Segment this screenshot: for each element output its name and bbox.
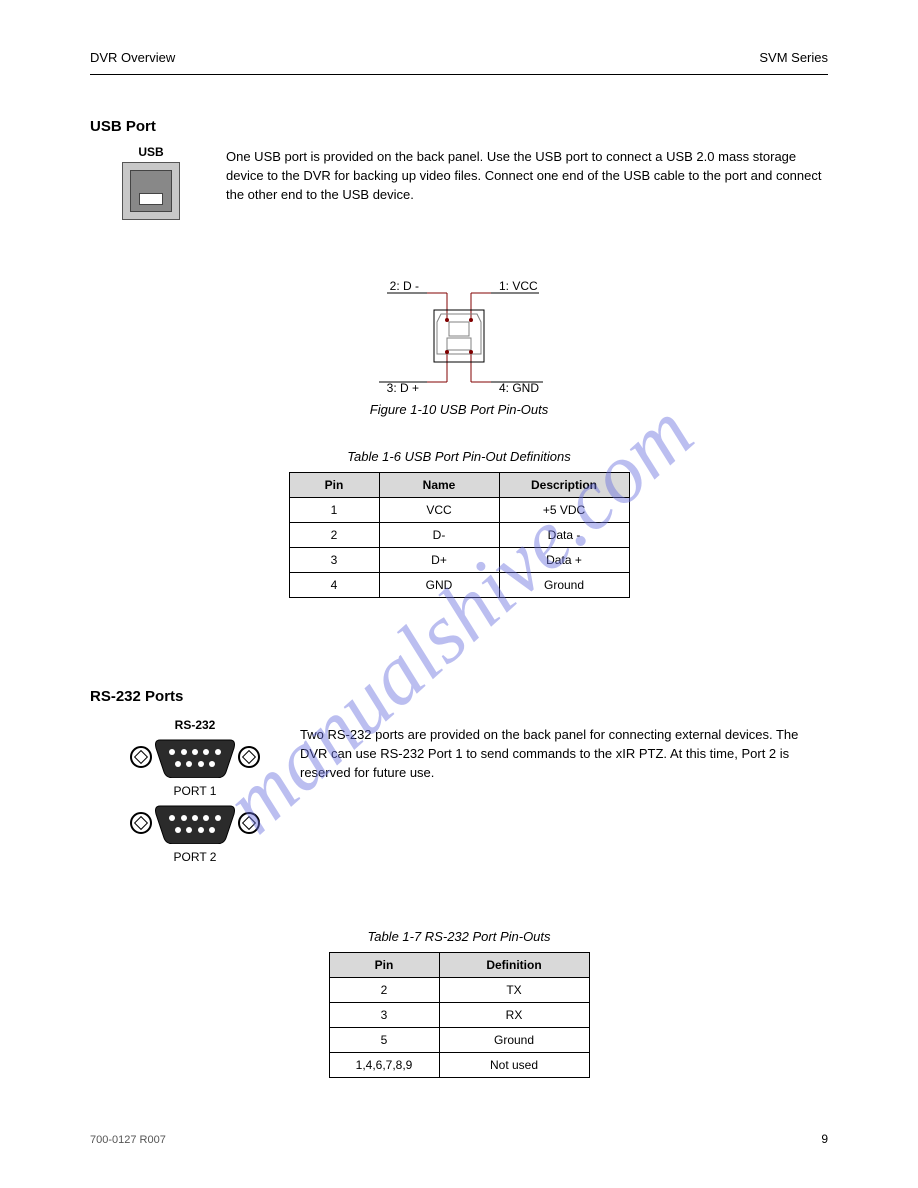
table-cell: Not used — [439, 1053, 589, 1078]
usb-fig-caption: Figure 1-10 USB Port Pin-Outs — [0, 402, 918, 417]
usb-pinout-figure: 2: D - 1: VCC 3: D + 4: GND — [0, 276, 918, 417]
table-cell: 3 — [329, 1003, 439, 1028]
footer-right: 9 — [821, 1132, 828, 1146]
table-cell: 3 — [289, 548, 379, 573]
pin3-label: 3: D + — [387, 381, 419, 395]
table-cell: 1 — [289, 498, 379, 523]
table-cell: Data + — [499, 548, 629, 573]
usb-table-wrap: PinNameDescription1VCC+5 VDC2D-Data -3D+… — [0, 472, 918, 598]
usb-icon-label: USB — [122, 145, 180, 159]
table-cell: 4 — [289, 573, 379, 598]
usb-icon-block: USB — [122, 145, 180, 220]
usb-table-caption: Table 1-6 USB Port Pin-Out Definitions — [90, 448, 828, 467]
header-left: DVR Overview — [90, 50, 175, 65]
db9-port1-icon — [130, 736, 260, 780]
table-row: 5Ground — [329, 1028, 589, 1053]
table-cell: VCC — [379, 498, 499, 523]
footer-left: 700-0127 R007 — [90, 1134, 166, 1146]
header-rule — [90, 74, 828, 75]
table-row: 4GNDGround — [289, 573, 629, 598]
usb-pinout-svg: 2: D - 1: VCC 3: D + 4: GND — [369, 276, 549, 396]
rs232-icon-block: RS-232 PORT 1 — [130, 718, 260, 864]
table-cell: +5 VDC — [499, 498, 629, 523]
table-cell: 2 — [289, 523, 379, 548]
rs232-section-title: RS-232 Ports — [90, 688, 183, 705]
table-header: Pin — [289, 473, 379, 498]
port1-label: PORT 1 — [130, 784, 260, 798]
header-right: SVM Series — [759, 50, 828, 65]
usb-section-title: USB Port — [90, 118, 156, 135]
table-row: 3RX — [329, 1003, 589, 1028]
table-header: Pin — [329, 953, 439, 978]
pin4-label: 4: GND — [499, 381, 539, 395]
db9-port2-icon — [130, 802, 260, 846]
table-cell: Ground — [439, 1028, 589, 1053]
table-cell: 1,4,6,7,8,9 — [329, 1053, 439, 1078]
table-row: 1,4,6,7,8,9Not used — [329, 1053, 589, 1078]
table-header: Definition — [439, 953, 589, 978]
table-cell: Ground — [499, 573, 629, 598]
rs232-table-caption: Table 1-7 RS-232 Port Pin-Outs — [90, 928, 828, 947]
table-header: Description — [499, 473, 629, 498]
pin1-label: 1: VCC — [499, 279, 538, 293]
usb-pin-table: PinNameDescription1VCC+5 VDC2D-Data -3D+… — [289, 472, 630, 598]
table-cell: GND — [379, 573, 499, 598]
table-header: Name — [379, 473, 499, 498]
table-row: 2D-Data - — [289, 523, 629, 548]
usb-paragraph: One USB port is provided on the back pan… — [226, 148, 828, 205]
table-cell: D+ — [379, 548, 499, 573]
table-row: 3D+Data + — [289, 548, 629, 573]
table-cell: 2 — [329, 978, 439, 1003]
table-cell: D- — [379, 523, 499, 548]
port2-label: PORT 2 — [130, 850, 260, 864]
table-cell: TX — [439, 978, 589, 1003]
table-row: 1VCC+5 VDC — [289, 498, 629, 523]
rs232-icon-label: RS-232 — [130, 718, 260, 732]
table-cell: 5 — [329, 1028, 439, 1053]
usb-b-icon — [122, 162, 180, 220]
rs232-paragraph: Two RS-232 ports are provided on the bac… — [300, 726, 828, 783]
table-cell: RX — [439, 1003, 589, 1028]
rs232-table-wrap: PinDefinition2TX3RX5Ground1,4,6,7,8,9Not… — [0, 952, 918, 1078]
table-row: 2TX — [329, 978, 589, 1003]
table-cell: Data - — [499, 523, 629, 548]
pin2-label: 2: D - — [390, 279, 419, 293]
rs232-pin-table: PinDefinition2TX3RX5Ground1,4,6,7,8,9Not… — [329, 952, 590, 1078]
